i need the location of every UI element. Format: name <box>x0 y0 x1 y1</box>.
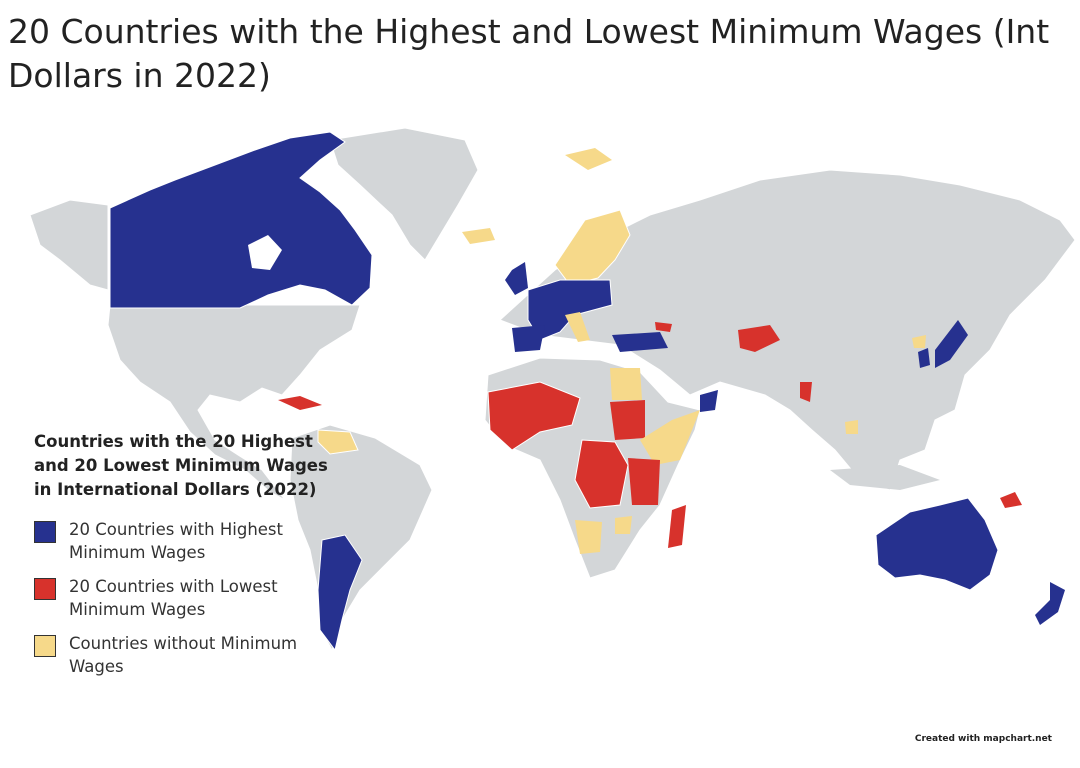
legend-item-no-minimum: Countries without Minimum Wages <box>34 632 334 678</box>
region-central-africa[interactable] <box>574 439 629 509</box>
legend-swatch-no-minimum <box>34 635 56 657</box>
region-iceland[interactable] <box>462 228 495 244</box>
region-iberia[interactable] <box>512 325 545 352</box>
legend-title: Countries with the 20 Highest and 20 Low… <box>34 432 328 499</box>
region-australia[interactable] <box>875 497 999 591</box>
region-cuba[interactable] <box>278 396 322 410</box>
region-zimbabwe[interactable] <box>615 516 632 534</box>
region-madagascar[interactable] <box>668 505 686 548</box>
region-greenland <box>329 127 479 261</box>
region-west-africa[interactable] <box>487 381 581 451</box>
region-north-korea[interactable] <box>912 335 926 348</box>
region-se-asia[interactable] <box>845 420 858 434</box>
legend-item-highest: 20 Countries with Highest Minimum Wages <box>34 518 334 564</box>
legend-swatch-lowest <box>34 578 56 600</box>
world-map <box>29 127 1076 652</box>
legend-label-highest: 20 Countries with Highest Minimum Wages <box>69 520 283 562</box>
region-new-zealand[interactable] <box>1035 582 1065 625</box>
legend-label-no-minimum: Countries without Minimum Wages <box>69 634 298 676</box>
region-georgia[interactable] <box>655 322 672 332</box>
credit-text: Created with mapchart.net <box>914 734 1052 744</box>
region-indonesia <box>830 465 940 490</box>
region-uk[interactable] <box>505 262 528 295</box>
region-pacific-islands[interactable] <box>1000 492 1022 508</box>
map-legend: Countries with the 20 Highest and 20 Low… <box>34 430 334 689</box>
region-southern-africa[interactable] <box>575 520 602 554</box>
legend-item-lowest: 20 Countries with Lowest Minimum Wages <box>34 575 334 621</box>
region-oman[interactable] <box>700 390 718 412</box>
region-korea[interactable] <box>918 348 930 368</box>
legend-swatch-highest <box>34 521 56 543</box>
region-eurasia <box>499 169 1076 491</box>
region-egypt[interactable] <box>610 368 642 400</box>
region-canada[interactable] <box>109 131 373 309</box>
region-turkey[interactable] <box>612 332 668 352</box>
region-central-asia[interactable] <box>738 325 780 352</box>
region-alaska <box>29 199 109 291</box>
region-east-africa[interactable] <box>628 458 660 505</box>
region-canada-hudson-bay <box>248 235 282 270</box>
region-bangladesh[interactable] <box>800 382 812 402</box>
region-horn[interactable] <box>640 410 700 465</box>
region-italy[interactable] <box>565 312 590 342</box>
region-usa-mexico <box>107 304 361 501</box>
region-sudan[interactable] <box>610 400 645 440</box>
region-argentina[interactable] <box>317 534 363 652</box>
region-svalbard[interactable] <box>565 148 612 170</box>
legend-label-lowest: 20 Countries with Lowest Minimum Wages <box>69 577 278 619</box>
region-venezuela[interactable] <box>317 429 359 455</box>
region-japan[interactable] <box>935 320 968 368</box>
map-title: 20 Countries with the Highest and Lowest… <box>8 12 1050 95</box>
